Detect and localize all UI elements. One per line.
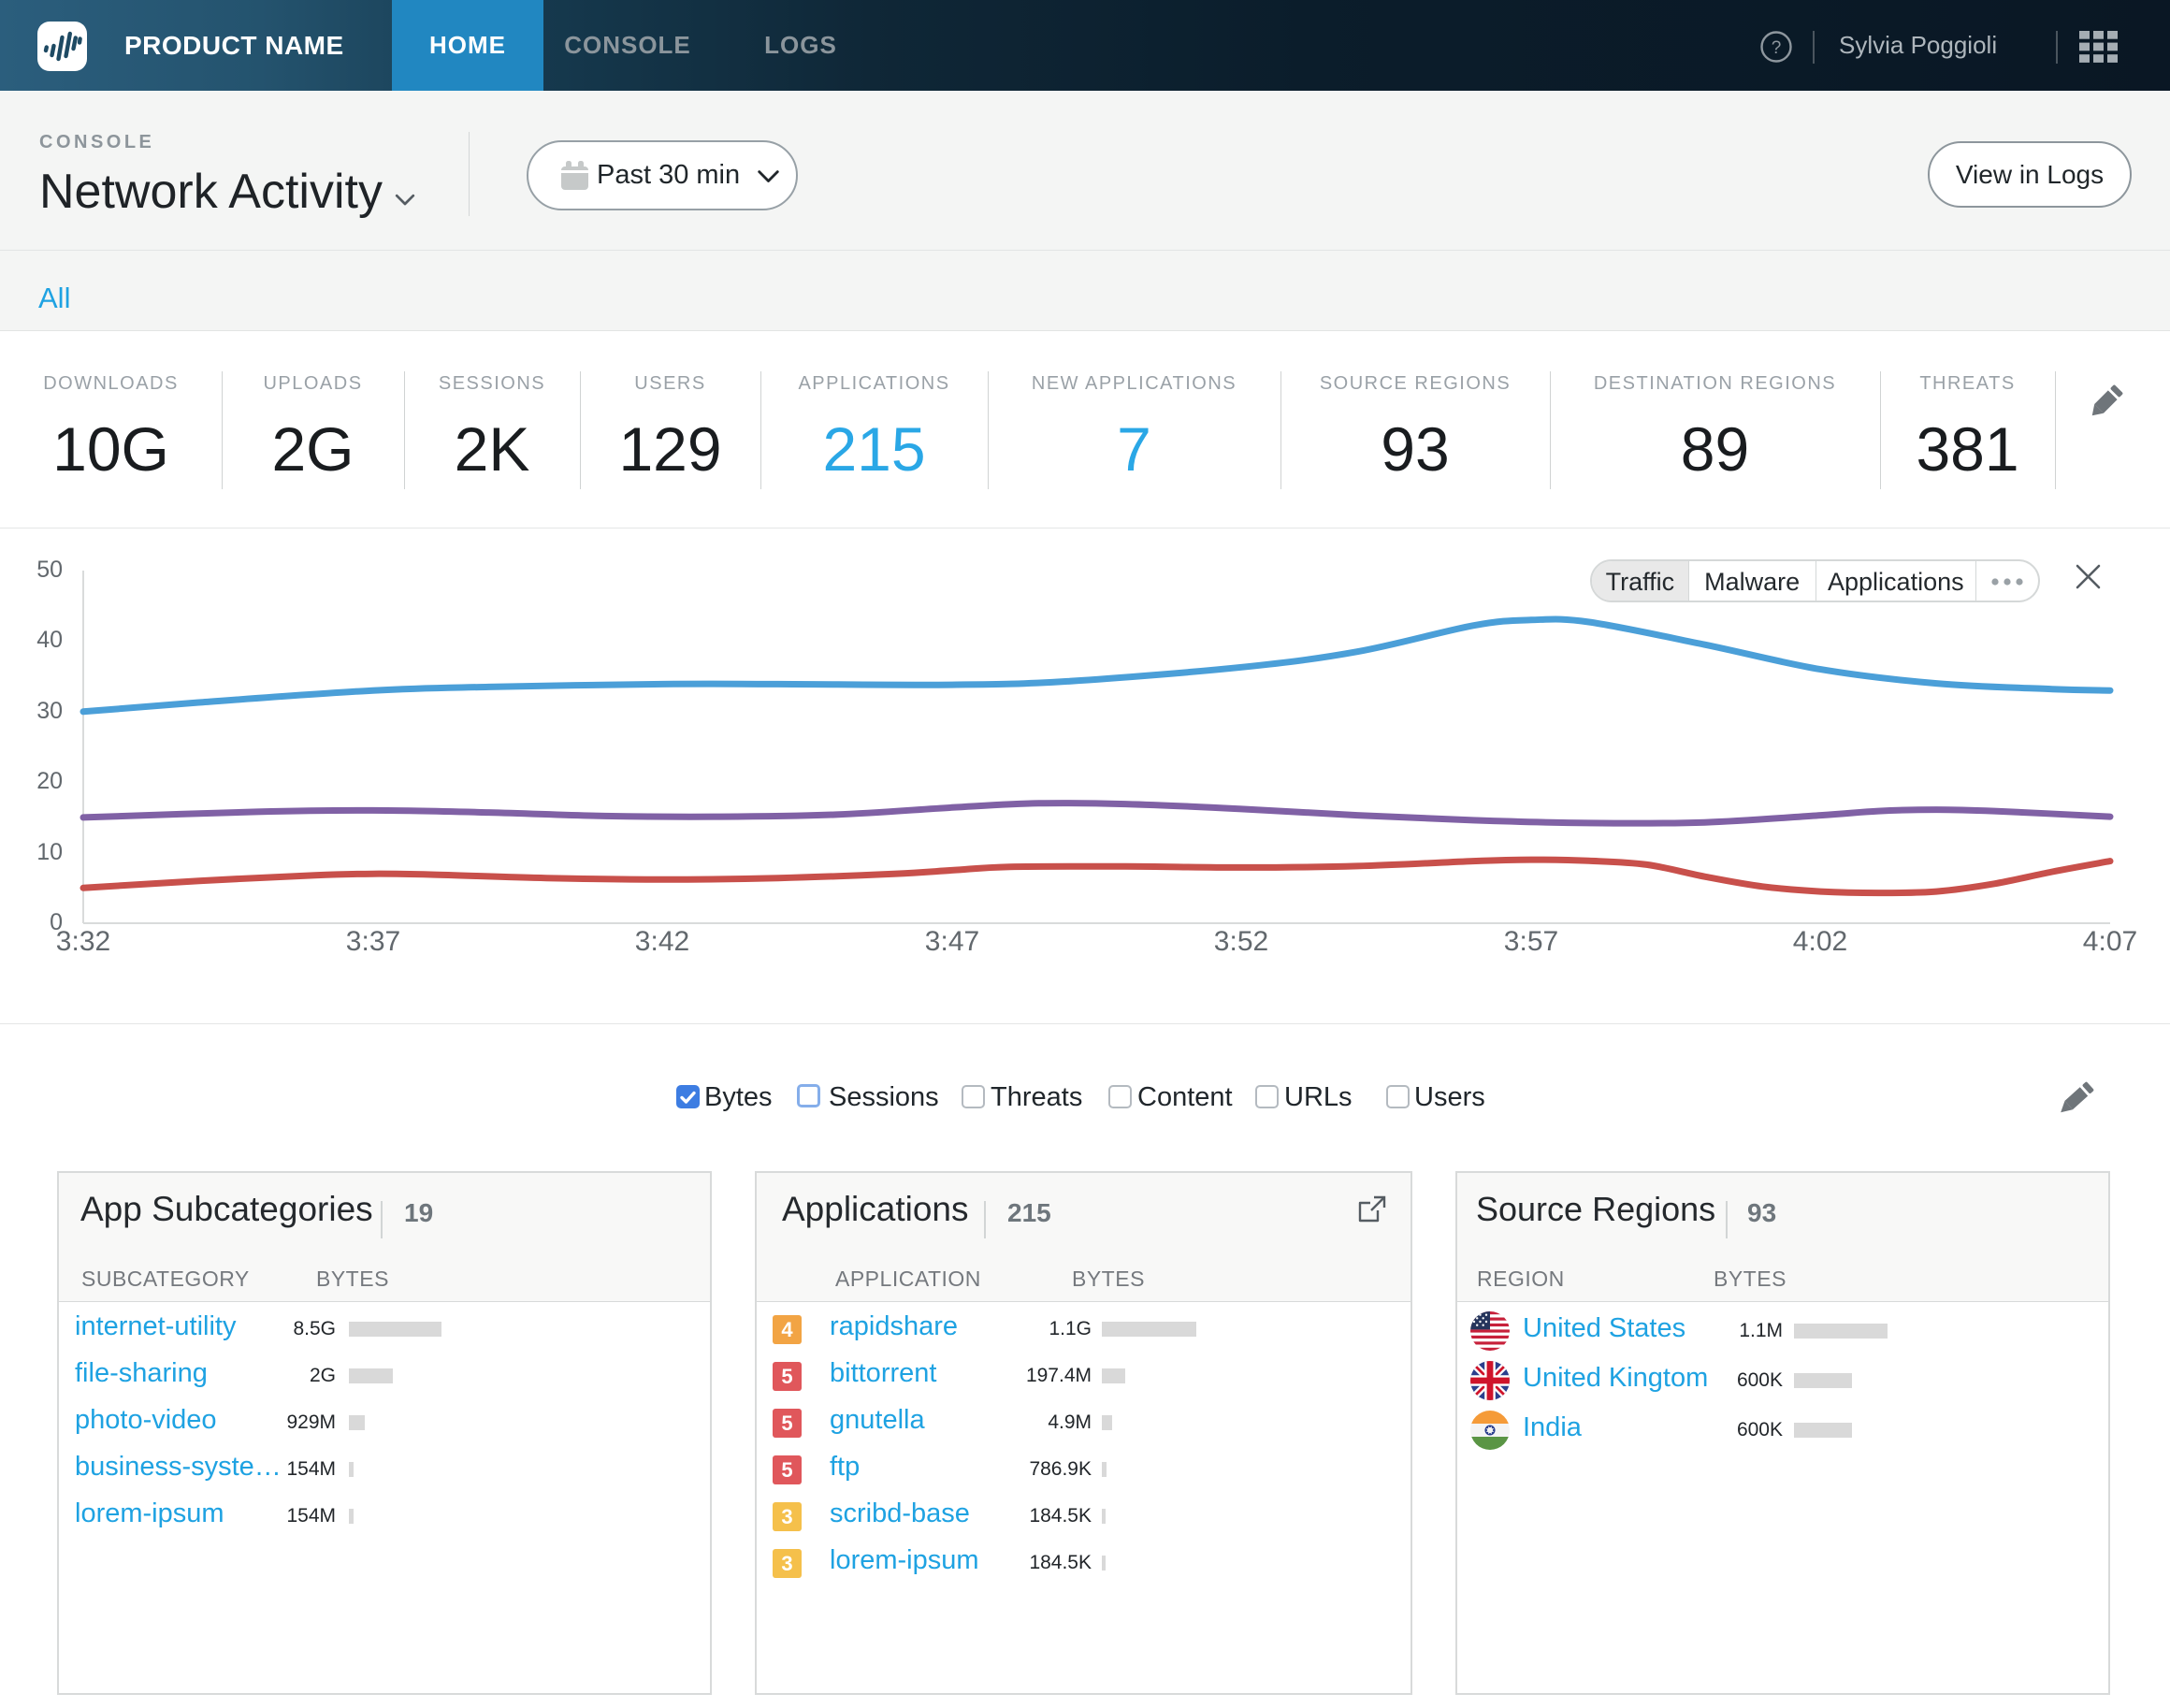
svg-text:?: ? (1772, 38, 1782, 58)
